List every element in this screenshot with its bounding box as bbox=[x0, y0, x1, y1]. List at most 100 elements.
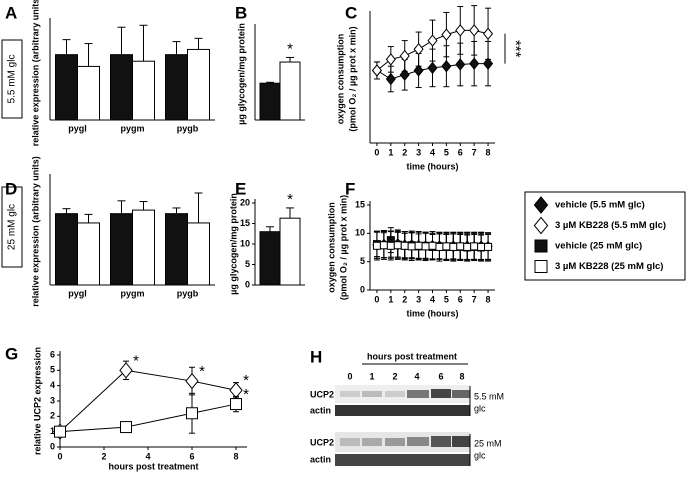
y-tick-label: 10 bbox=[240, 238, 250, 248]
marker bbox=[534, 260, 548, 273]
x-tick-label: 3 bbox=[416, 294, 421, 304]
y-tick-label: 0 bbox=[50, 441, 55, 451]
panel-letter: H bbox=[310, 347, 322, 366]
x-tick-label: 0 bbox=[57, 451, 62, 461]
marker bbox=[54, 425, 66, 438]
band bbox=[407, 437, 429, 446]
row-label-box bbox=[1, 39, 23, 119]
x-tick-label: 8 bbox=[486, 147, 491, 157]
bar bbox=[77, 222, 100, 286]
marker bbox=[427, 34, 438, 47]
marker bbox=[483, 27, 494, 40]
marker bbox=[229, 382, 243, 399]
panel-letter: F bbox=[345, 179, 355, 198]
y-axis-label: µg glycogen/mg protein bbox=[228, 193, 238, 295]
marker bbox=[427, 61, 438, 75]
bar bbox=[77, 65, 100, 121]
x-tick-label: 0 bbox=[374, 294, 379, 304]
bar bbox=[110, 54, 133, 121]
marker bbox=[469, 24, 480, 37]
y-tick-label: 3 bbox=[50, 395, 55, 405]
lane-label: 4 bbox=[414, 371, 419, 381]
x-tick-label: 5 bbox=[444, 294, 449, 304]
y-tick-label: 0 bbox=[245, 279, 250, 289]
marker bbox=[400, 241, 409, 250]
bar bbox=[259, 231, 281, 286]
bar bbox=[165, 54, 188, 121]
x-tick-label: 4 bbox=[430, 294, 435, 304]
marker bbox=[399, 68, 410, 81]
marker bbox=[119, 362, 133, 379]
marker bbox=[441, 28, 452, 41]
x-tick-label: 5 bbox=[444, 147, 449, 157]
bar bbox=[55, 54, 78, 121]
blot-condition: glc bbox=[474, 403, 486, 413]
marker bbox=[186, 407, 198, 420]
x-tick-label: 7 bbox=[472, 294, 477, 304]
marker bbox=[441, 60, 452, 73]
legend-label: 3 µM KB228 (5.5 mM glc) bbox=[555, 220, 666, 231]
y-axis-label: oxygen consumption bbox=[326, 202, 336, 293]
marker bbox=[449, 242, 458, 251]
marker bbox=[413, 42, 424, 56]
marker bbox=[455, 24, 466, 37]
marker bbox=[386, 241, 395, 250]
y-tick-label: 5 bbox=[50, 365, 55, 375]
row-label: 25 mM glc bbox=[7, 204, 18, 250]
blot-panel: H hours post treatment 0 1 2 4 6 8 UCP2 … bbox=[310, 347, 504, 466]
band bbox=[340, 391, 360, 397]
x-tick-label: pygm bbox=[120, 288, 144, 298]
marker bbox=[534, 239, 548, 253]
significance-star: * bbox=[287, 40, 293, 57]
blot-condition: 25 mM bbox=[474, 438, 502, 448]
bar bbox=[187, 222, 210, 286]
bar bbox=[187, 48, 210, 121]
x-tick-label: pygm bbox=[120, 123, 144, 133]
panel-letter: C bbox=[345, 3, 357, 22]
significance-star: * bbox=[243, 372, 249, 389]
y-tick-label: 10 bbox=[355, 228, 365, 238]
blot-row-label: UCP2 bbox=[310, 437, 334, 447]
x-tick-label: 6 bbox=[458, 147, 463, 157]
blot-condition: glc bbox=[474, 450, 486, 460]
x-axis-label: hours post treatment bbox=[108, 461, 198, 471]
y-axis-label: (pmol O₂ / µg prot x min) bbox=[338, 195, 348, 300]
y-tick-label: 0 bbox=[360, 284, 365, 294]
significance-stars: *** bbox=[507, 40, 524, 58]
significance-star: * bbox=[199, 363, 205, 380]
panel-letter: G bbox=[5, 344, 18, 363]
marker bbox=[393, 241, 402, 250]
x-tick-label: 1 bbox=[388, 294, 393, 304]
marker bbox=[185, 372, 199, 390]
blot-header: hours post treatment bbox=[367, 351, 457, 361]
bar bbox=[165, 213, 188, 286]
y-tick-label: 4 bbox=[50, 380, 55, 390]
blot-condition: 5.5 mM bbox=[474, 391, 504, 401]
band bbox=[362, 391, 382, 397]
y-axis-label: relative UCP2 expression bbox=[32, 347, 42, 455]
x-tick-label: 6 bbox=[189, 451, 194, 461]
x-tick-label: 4 bbox=[430, 147, 435, 157]
x-tick-label: 3 bbox=[416, 147, 421, 157]
marker bbox=[463, 242, 472, 251]
legend-box bbox=[524, 191, 686, 281]
band bbox=[431, 436, 451, 447]
blot-row-label: UCP2 bbox=[310, 389, 334, 399]
legend-label: 3 µM KB228 (25 mM glc) bbox=[555, 261, 663, 272]
x-tick-label: 0 bbox=[374, 147, 379, 157]
significance-star: * bbox=[287, 191, 293, 208]
marker bbox=[385, 72, 396, 86]
lane-label: 1 bbox=[369, 371, 374, 381]
y-tick-label: 15 bbox=[355, 199, 365, 209]
marker bbox=[421, 242, 430, 251]
marker bbox=[533, 196, 549, 214]
x-tick-label: 8 bbox=[486, 294, 491, 304]
y-tick-label: 2 bbox=[50, 411, 55, 421]
band bbox=[452, 436, 470, 447]
marker bbox=[379, 241, 388, 250]
x-tick-label: 6 bbox=[458, 294, 463, 304]
x-tick-label: 4 bbox=[145, 451, 150, 461]
marker bbox=[483, 57, 494, 70]
marker bbox=[372, 241, 381, 250]
x-tick-label: pygl bbox=[68, 288, 87, 298]
